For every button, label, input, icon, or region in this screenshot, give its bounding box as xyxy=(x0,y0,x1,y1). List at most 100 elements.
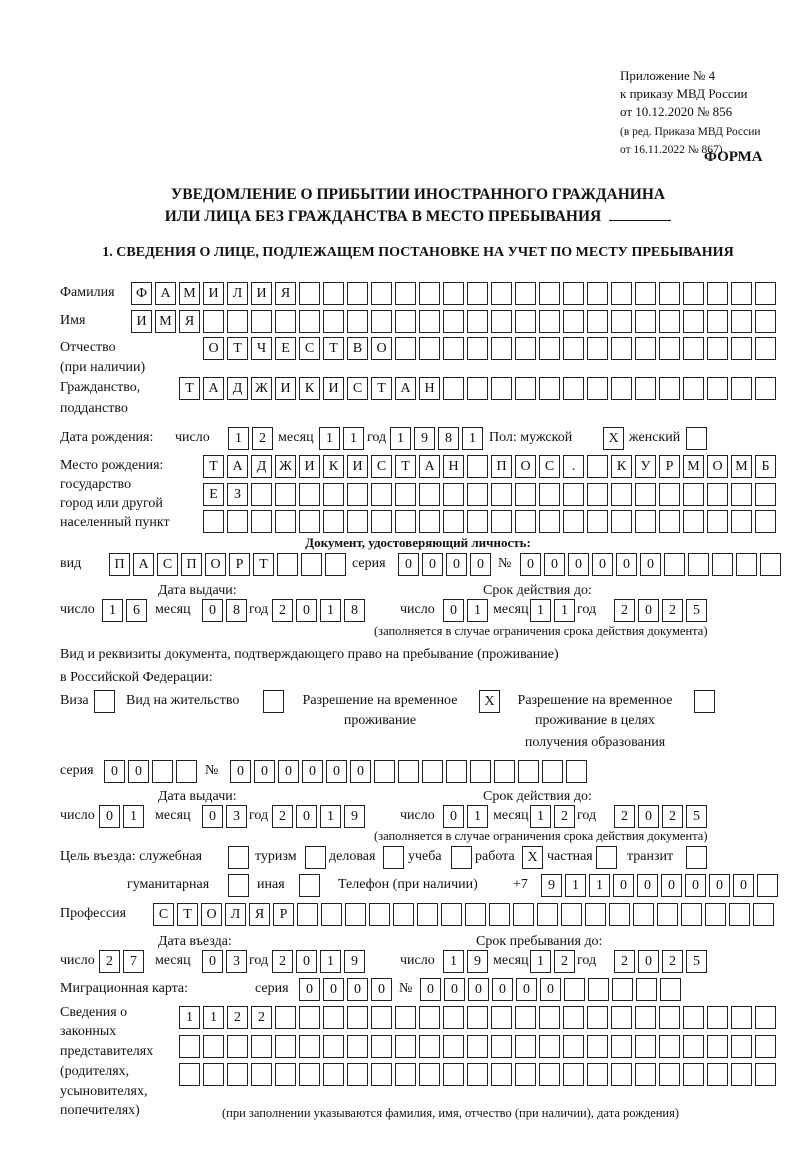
char-cell[interactable]: 2 xyxy=(554,950,575,973)
char-cell[interactable]: Я xyxy=(179,310,200,333)
char-cell[interactable] xyxy=(588,978,609,1001)
char-cell[interactable] xyxy=(515,282,536,305)
char-cell[interactable] xyxy=(513,903,534,926)
char-cell[interactable] xyxy=(371,1035,392,1058)
checkbox-cell[interactable] xyxy=(694,690,715,713)
char-cell[interactable]: 0 xyxy=(592,553,613,576)
char-cell[interactable] xyxy=(635,1035,656,1058)
checkbox-cell[interactable]: X xyxy=(603,427,624,450)
char-cell[interactable] xyxy=(683,337,704,360)
char-cell[interactable] xyxy=(515,1006,536,1029)
char-cell[interactable]: Т xyxy=(395,455,416,478)
char-cell[interactable] xyxy=(635,310,656,333)
char-cell[interactable] xyxy=(563,282,584,305)
char-cell[interactable] xyxy=(736,553,757,576)
char-cell[interactable] xyxy=(395,337,416,360)
temp-permit-checkbox[interactable]: X xyxy=(479,690,502,713)
char-cell[interactable] xyxy=(398,760,419,783)
char-cell[interactable] xyxy=(731,1063,752,1086)
char-cell[interactable] xyxy=(395,310,416,333)
char-cell[interactable] xyxy=(515,377,536,400)
char-cell[interactable]: 2 xyxy=(614,599,635,622)
char-cell[interactable] xyxy=(422,760,443,783)
char-cell[interactable] xyxy=(683,1006,704,1029)
char-cell[interactable]: 0 xyxy=(520,553,541,576)
char-cell[interactable] xyxy=(417,903,438,926)
char-cell[interactable] xyxy=(659,282,680,305)
char-cell[interactable]: 0 xyxy=(302,760,323,783)
char-cell[interactable]: 0 xyxy=(230,760,251,783)
char-cell[interactable]: А xyxy=(227,455,248,478)
checkbox-cell[interactable] xyxy=(451,846,472,869)
char-cell[interactable]: Ж xyxy=(251,377,272,400)
char-cell[interactable]: Н xyxy=(419,377,440,400)
char-cell[interactable] xyxy=(659,1035,680,1058)
char-cell[interactable] xyxy=(251,1063,272,1086)
char-cell[interactable]: 7 xyxy=(123,950,144,973)
char-cell[interactable] xyxy=(731,1035,752,1058)
char-cell[interactable] xyxy=(467,1035,488,1058)
char-cell[interactable] xyxy=(587,282,608,305)
char-cell[interactable] xyxy=(251,1035,272,1058)
char-cell[interactable]: И xyxy=(203,282,224,305)
residence-permit-checkbox[interactable] xyxy=(263,690,286,713)
char-cell[interactable]: И xyxy=(275,377,296,400)
char-cell[interactable]: 2 xyxy=(662,805,683,828)
purpose-study-checkbox[interactable] xyxy=(451,846,474,869)
char-cell[interactable] xyxy=(659,337,680,360)
char-cell[interactable]: Ж xyxy=(275,455,296,478)
char-cell[interactable] xyxy=(491,337,512,360)
char-cell[interactable] xyxy=(609,903,630,926)
char-cell[interactable]: 0 xyxy=(422,553,443,576)
char-cell[interactable]: Т xyxy=(253,553,274,576)
char-cell[interactable] xyxy=(611,282,632,305)
char-cell[interactable]: 2 xyxy=(227,1006,248,1029)
char-cell[interactable]: И xyxy=(347,455,368,478)
char-cell[interactable]: 0 xyxy=(398,553,419,576)
char-cell[interactable]: Т xyxy=(323,337,344,360)
char-cell[interactable] xyxy=(275,1035,296,1058)
char-cell[interactable] xyxy=(539,337,560,360)
char-cell[interactable]: М xyxy=(683,455,704,478)
char-cell[interactable]: 1 xyxy=(203,1006,224,1029)
char-cell[interactable]: М xyxy=(731,455,752,478)
char-cell[interactable]: 1 xyxy=(390,427,411,450)
char-cell[interactable] xyxy=(369,903,390,926)
char-cell[interactable] xyxy=(731,377,752,400)
char-cell[interactable]: 1 xyxy=(530,599,551,622)
char-cell[interactable] xyxy=(563,310,584,333)
char-cell[interactable] xyxy=(443,1063,464,1086)
char-cell[interactable] xyxy=(275,483,296,506)
char-cell[interactable] xyxy=(179,1063,200,1086)
char-cell[interactable] xyxy=(587,310,608,333)
char-cell[interactable] xyxy=(539,510,560,533)
char-cell[interactable]: 0 xyxy=(202,805,223,828)
place-of-stay-blank[interactable] xyxy=(609,206,672,221)
char-cell[interactable] xyxy=(755,510,776,533)
checkbox-cell[interactable] xyxy=(596,846,617,869)
purpose-official-checkbox[interactable] xyxy=(228,846,251,869)
char-cell[interactable] xyxy=(659,310,680,333)
char-cell[interactable]: 9 xyxy=(541,874,562,897)
char-cell[interactable]: Д xyxy=(251,455,272,478)
char-cell[interactable]: 0 xyxy=(446,553,467,576)
char-cell[interactable]: 0 xyxy=(540,978,561,1001)
char-cell[interactable]: 0 xyxy=(613,874,634,897)
char-cell[interactable] xyxy=(443,1035,464,1058)
char-cell[interactable]: Е xyxy=(275,337,296,360)
char-cell[interactable] xyxy=(301,553,322,576)
char-cell[interactable] xyxy=(419,1035,440,1058)
char-cell[interactable] xyxy=(491,282,512,305)
purpose-other-checkbox[interactable] xyxy=(299,874,322,897)
char-cell[interactable]: Р xyxy=(229,553,250,576)
